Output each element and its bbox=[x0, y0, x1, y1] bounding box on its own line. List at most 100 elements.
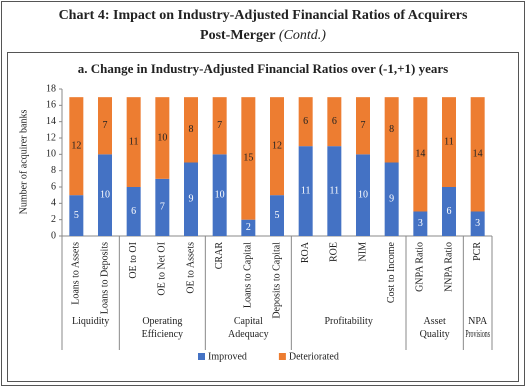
bar-segment bbox=[126, 97, 141, 187]
y-tick-label: 10 bbox=[46, 149, 56, 160]
bar-segment bbox=[298, 146, 313, 236]
data-label: 9 bbox=[389, 194, 394, 205]
bar-segment bbox=[384, 97, 399, 163]
chart-title: Chart 4: Impact on Industry-Adjusted Fin… bbox=[59, 8, 468, 23]
group-label: Capital Adequacy bbox=[228, 316, 269, 340]
title-line2: Post-Merger bbox=[200, 28, 275, 43]
x-tick-label: Loans to Capital bbox=[243, 242, 254, 308]
x-tick-label: NIM bbox=[357, 242, 368, 262]
bar-segment bbox=[241, 219, 256, 236]
data-label: 7 bbox=[103, 120, 108, 131]
x-tick-label: GNPA Ratio bbox=[415, 242, 426, 292]
data-label: 10 bbox=[215, 189, 225, 200]
legend-swatch bbox=[198, 353, 205, 360]
bar-segment bbox=[470, 211, 485, 236]
x-tick-label: Loans to Assets bbox=[71, 242, 82, 305]
x-tick-label: NNPA Ratio bbox=[443, 242, 454, 292]
group-label-line: Asset bbox=[424, 316, 446, 327]
x-tick-label: ROA bbox=[300, 241, 311, 263]
data-label: 8 bbox=[189, 124, 194, 135]
bar-segment bbox=[356, 154, 370, 236]
bar-segment bbox=[241, 97, 256, 220]
data-label: 11 bbox=[444, 136, 454, 147]
bar-segment bbox=[184, 162, 198, 236]
bar-segment bbox=[184, 97, 198, 163]
group-label-line: Provisions bbox=[465, 329, 490, 340]
data-label: 6 bbox=[303, 116, 308, 127]
data-label: 10 bbox=[100, 189, 110, 200]
bar-segment bbox=[327, 97, 342, 147]
x-tick-label: OE to Assets bbox=[185, 242, 196, 294]
inner-frame bbox=[7, 52, 519, 382]
data-label: 11 bbox=[129, 136, 139, 147]
bar-segment bbox=[298, 97, 313, 147]
bar-segment bbox=[356, 97, 370, 155]
data-label: 7 bbox=[361, 120, 366, 131]
bar-segment bbox=[212, 154, 227, 236]
x-tick-label: Deposits to Capital bbox=[271, 242, 282, 319]
group-label-line: Profitability bbox=[324, 316, 372, 327]
data-label: 7 bbox=[160, 202, 165, 213]
bar-segment bbox=[384, 162, 399, 236]
bar-segment bbox=[413, 97, 428, 212]
data-label: 6 bbox=[131, 206, 136, 217]
group-label-line: Efficiency bbox=[142, 329, 183, 340]
chart-subtitle: a. Change in Industry-Adjusted Financial… bbox=[78, 61, 448, 76]
bar-segment bbox=[69, 195, 84, 236]
x-tick-label: Loans to Deposits bbox=[99, 242, 110, 314]
data-label: 5 bbox=[74, 210, 79, 221]
y-tick-label: 8 bbox=[51, 165, 56, 176]
group-label: Profitability bbox=[324, 316, 372, 327]
group-label-line: Operating bbox=[142, 316, 182, 327]
legend-swatch bbox=[278, 353, 286, 360]
y-tick-label: 0 bbox=[51, 230, 56, 241]
bar-segment bbox=[442, 187, 456, 236]
data-label: 2 bbox=[246, 222, 251, 233]
data-label: 6 bbox=[332, 116, 337, 127]
data-label: 12 bbox=[272, 140, 282, 151]
legend-label: Improved bbox=[208, 351, 247, 362]
bar-segment bbox=[327, 146, 342, 236]
data-label: 10 bbox=[157, 132, 167, 143]
group-label: NPA Provisions bbox=[465, 316, 490, 340]
x-tick-label: OE to OI bbox=[128, 242, 139, 279]
data-label: 10 bbox=[358, 189, 368, 200]
group-label-line: Capital bbox=[234, 316, 263, 327]
y-tick-label: 4 bbox=[51, 198, 56, 209]
bar-segment bbox=[442, 97, 456, 187]
bar-segment bbox=[413, 211, 428, 236]
group-label: Asset Quality bbox=[420, 316, 450, 340]
bar-segment bbox=[470, 97, 485, 212]
y-tick-label: 16 bbox=[46, 100, 56, 111]
bar-segment bbox=[126, 187, 141, 236]
legend-label: Deteriorated bbox=[289, 351, 339, 362]
y-tick-label: 12 bbox=[46, 132, 56, 143]
bar-segment bbox=[212, 97, 227, 155]
data-label: 7 bbox=[217, 120, 222, 131]
y-axis-label: Number of acquirer banks bbox=[18, 110, 29, 215]
x-tick-label: Cost to Income bbox=[386, 241, 397, 303]
data-label: 8 bbox=[389, 124, 394, 135]
data-label: 11 bbox=[301, 185, 311, 196]
group-label-line: Liquidity bbox=[72, 316, 109, 327]
x-tick-label: PCR bbox=[472, 242, 483, 261]
data-label: 9 bbox=[189, 194, 194, 205]
bar-segment bbox=[69, 97, 84, 196]
data-label: 6 bbox=[447, 206, 452, 217]
bar-segment bbox=[270, 97, 284, 196]
x-tick-label: CRAR bbox=[214, 242, 225, 270]
data-label: 12 bbox=[71, 140, 81, 151]
x-tick-label: OE to Net OI bbox=[157, 242, 168, 296]
y-tick-label: 2 bbox=[51, 214, 56, 225]
group-label-line: Adequacy bbox=[228, 329, 269, 340]
x-tick-label: ROE bbox=[329, 242, 340, 262]
data-label: 14 bbox=[415, 149, 425, 160]
chart-title-2: Post-Merger (Contd.) bbox=[200, 28, 326, 43]
bar-segment bbox=[155, 97, 170, 179]
y-tick-label: 18 bbox=[46, 83, 56, 94]
group-label: Operating Efficiency bbox=[142, 316, 183, 340]
y-tick-label: 14 bbox=[46, 116, 56, 127]
data-label: 11 bbox=[330, 185, 340, 196]
